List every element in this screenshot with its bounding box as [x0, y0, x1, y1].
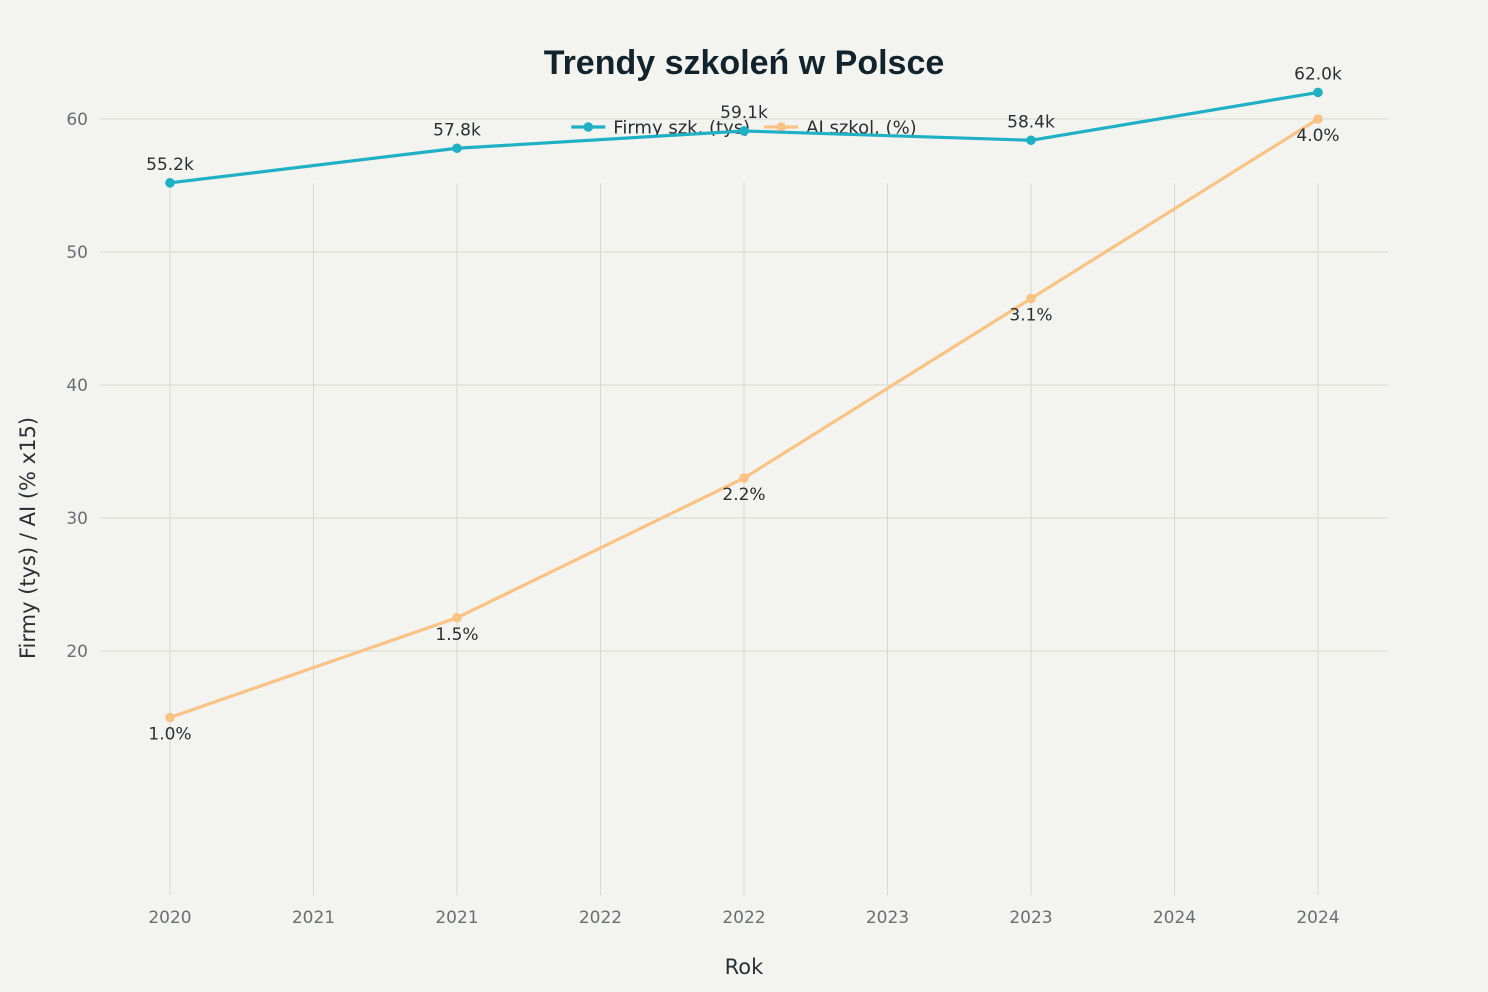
data-point — [1026, 135, 1036, 146]
x-tick-label: 2023 — [866, 908, 909, 928]
y-tick-label: 20 — [66, 642, 88, 662]
y-tick-label: 30 — [66, 509, 88, 529]
data-labels: 55.2k 57.8k 59.1k 58.4k 62.0k 1.0% 1.5% 2.2% 3.1… — [146, 64, 1342, 744]
x-axis-title: Rok — [725, 955, 764, 979]
data-label: 55.2k — [146, 155, 194, 175]
legend-swatch-marker — [583, 122, 594, 132]
x-tick-label: 2024 — [1153, 908, 1196, 928]
x-tick-label: 2024 — [1296, 908, 1339, 928]
data-label: 59.1k — [720, 103, 768, 123]
y-tick-label: 40 — [66, 376, 88, 396]
data-label: 1.0% — [148, 725, 191, 745]
series-layer — [165, 87, 1323, 723]
data-point — [739, 473, 749, 483]
y-tick-label: 50 — [66, 243, 88, 263]
data-point — [165, 712, 175, 723]
x-tick-label: 2021 — [292, 908, 335, 928]
data-label: 57.8k — [433, 120, 481, 140]
x-axis-ticks: 2020 2021 2021 2022 2022 2023 2023 2024 2024 — [148, 908, 1339, 928]
data-label: 2.2% — [722, 485, 765, 505]
data-point — [1026, 293, 1036, 304]
data-label: 1.5% — [435, 625, 478, 645]
data-label: 62.0k — [1294, 64, 1342, 84]
y-axis-ticks: 20 30 40 50 60 — [66, 110, 88, 662]
y-axis-title: Firmy (tys) / AI (% x15) — [16, 417, 40, 659]
data-point — [165, 178, 175, 188]
legend-swatch-marker — [776, 122, 786, 132]
data-point — [1313, 87, 1323, 98]
data-point — [739, 126, 749, 136]
data-label: 58.4k — [1007, 112, 1055, 132]
data-label: 3.1% — [1009, 306, 1052, 326]
data-point — [452, 612, 462, 623]
data-label: 4.0% — [1296, 126, 1339, 146]
x-tick-label: 2021 — [435, 908, 478, 928]
x-tick-label: 2023 — [1009, 908, 1052, 928]
data-point — [1313, 114, 1323, 124]
x-tick-label: 2022 — [579, 908, 622, 928]
x-tick-label: 2020 — [148, 908, 191, 928]
data-point — [452, 143, 462, 154]
grid-lines — [100, 118, 1388, 895]
y-tick-label: 60 — [66, 110, 88, 130]
chart-title: Trendy szkoleń w Polsce — [544, 44, 945, 82]
x-tick-label: 2022 — [722, 908, 765, 928]
